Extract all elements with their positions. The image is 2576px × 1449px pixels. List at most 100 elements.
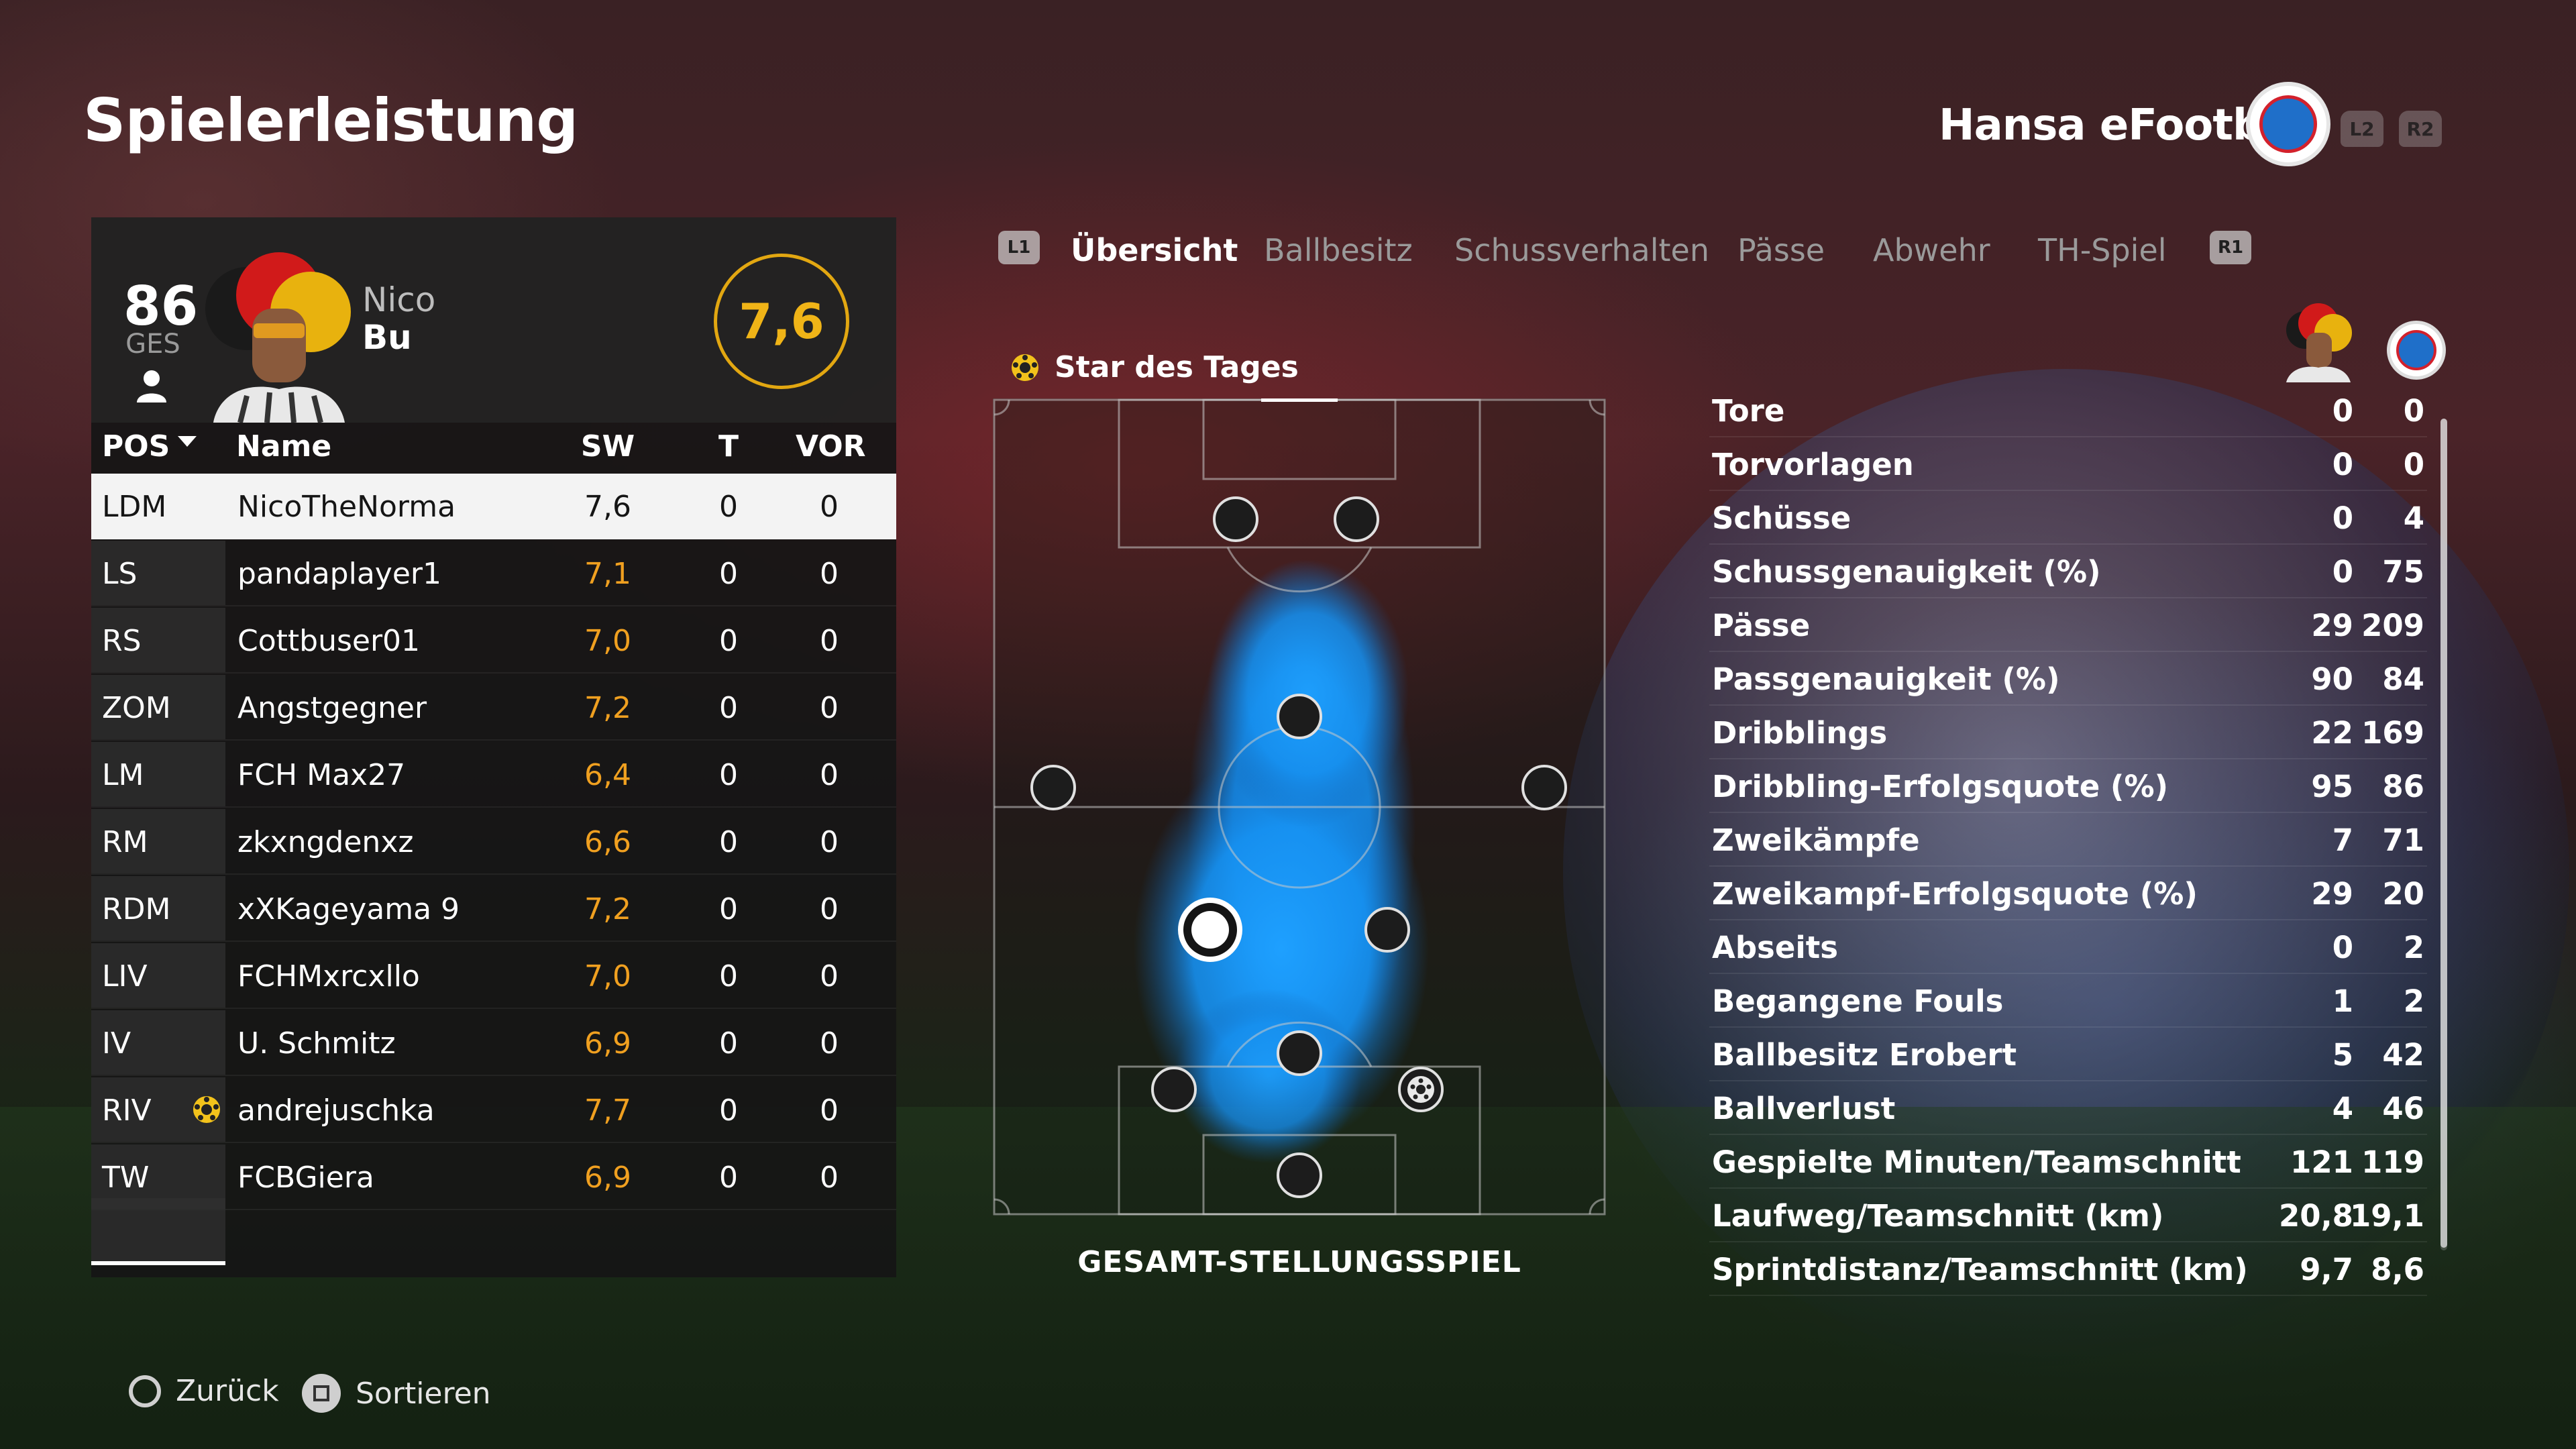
table-row[interactable]: RS Cottbuser01 7,0 0 0 xyxy=(91,608,896,674)
table-row[interactable]: LDM NicoTheNorma 7,6 0 0 xyxy=(91,474,896,539)
row-rating: 6,6 xyxy=(584,825,631,859)
l1-button[interactable]: L1 xyxy=(998,231,1040,264)
stat-label: Schüsse xyxy=(1712,500,1851,536)
positioning-heatmap xyxy=(993,398,1606,1216)
row-name: FCHMxrcxllo xyxy=(237,959,420,994)
row-name: pandaplayer1 xyxy=(237,557,441,591)
table-row[interactable]: TW FCBGiera 6,9 0 0 xyxy=(91,1144,896,1210)
row-assists: 0 xyxy=(820,1161,839,1195)
column-name[interactable]: Name xyxy=(236,429,332,464)
tab-schussverhalten[interactable]: Schussverhalten xyxy=(1454,232,1709,268)
stat-row: Ballbesitz Erobert 5 42 xyxy=(1709,1029,2427,1081)
stat-label: Zweikämpfe xyxy=(1712,822,1920,858)
row-assists: 0 xyxy=(820,1093,839,1128)
stat-label: Schussgenauigkeit (%) xyxy=(1712,554,2101,590)
stat-player-value: 0 xyxy=(2332,447,2353,482)
stats-list: Tore 0 0 Torvorlagen 0 0 Schüsse 0 4 Schussgenaui… xyxy=(1709,385,2427,1297)
row-goals: 0 xyxy=(719,691,738,725)
row-name: Cottbuser01 xyxy=(237,624,421,658)
stat-row: Schüsse 0 4 xyxy=(1709,492,2427,545)
star-of-the-match-icon xyxy=(1012,354,1038,381)
overall-label: GES xyxy=(125,329,180,360)
stat-team-value: 0 xyxy=(2403,393,2424,429)
team-crest-icon xyxy=(2387,321,2446,380)
tab-th-spiel[interactable]: TH-Spiel xyxy=(2038,232,2167,268)
player-rows: LDM NicoTheNorma 7,6 0 0 LS pandaplayer1 7,1 0 0… xyxy=(91,474,896,1212)
tab-ballbesitz[interactable]: Ballbesitz xyxy=(1264,232,1413,268)
tab-uebersicht[interactable]: Übersicht xyxy=(1071,232,1238,268)
stat-row: Torvorlagen 0 0 xyxy=(1709,439,2427,491)
stat-row: Abseits 0 2 xyxy=(1709,922,2427,974)
empty-position-cell xyxy=(91,1198,225,1261)
stats-scrollbar-thumb[interactable] xyxy=(2440,419,2447,1248)
row-position: RDM xyxy=(102,892,171,926)
table-row[interactable]: IV U. Schmitz 6,9 0 0 xyxy=(91,1010,896,1076)
circle-button-icon xyxy=(129,1375,161,1407)
stat-team-value: 209 xyxy=(2361,608,2424,643)
stat-label: Begangene Fouls xyxy=(1712,983,2004,1019)
table-row[interactable]: ZOM Angstgegner 7,2 0 0 xyxy=(91,675,896,741)
r1-button[interactable]: R1 xyxy=(2210,231,2251,264)
stat-row: Dribbling-Erfolgsquote (%) 95 86 xyxy=(1709,761,2427,813)
stat-row: Tore 0 0 xyxy=(1709,385,2427,437)
stat-player-value: 4 xyxy=(2332,1091,2353,1126)
selected-player-dot xyxy=(1191,911,1229,949)
stat-player-value: 121 xyxy=(2290,1144,2353,1180)
stat-team-value: 2 xyxy=(2403,983,2424,1019)
sort-button[interactable]: Sortieren xyxy=(302,1374,491,1413)
row-goals: 0 xyxy=(719,758,738,792)
overall-rating: 86 xyxy=(123,275,199,337)
table-row[interactable]: LM FCH Max27 6,4 0 0 xyxy=(91,742,896,808)
l2-trigger-button[interactable]: L2 xyxy=(2341,111,2383,147)
stat-row: Zweikampf-Erfolgsquote (%) 29 20 xyxy=(1709,868,2427,920)
r2-trigger-button[interactable]: R2 xyxy=(2399,111,2442,147)
sort-arrow-icon xyxy=(178,436,197,447)
row-assists: 0 xyxy=(820,959,839,994)
column-t[interactable]: T xyxy=(718,429,739,464)
stat-label: Laufweg/Teamschnitt (km) xyxy=(1712,1198,2164,1234)
stat-player-value: 29 xyxy=(2311,608,2353,643)
page-title: Spielerleistung xyxy=(83,86,578,155)
column-vor[interactable]: VOR xyxy=(796,429,866,464)
stat-label: Gespielte Minuten/Teamschnitt xyxy=(1712,1144,2241,1180)
stat-team-value: 119 xyxy=(2361,1144,2424,1180)
row-rating: 7,6 xyxy=(584,490,631,524)
row-assists: 0 xyxy=(820,892,839,926)
row-position: IV xyxy=(102,1026,131,1061)
stat-player-value: 5 xyxy=(2332,1037,2353,1073)
sort-label: Sortieren xyxy=(356,1376,491,1411)
stat-team-value: 42 xyxy=(2382,1037,2424,1073)
stat-team-value: 0 xyxy=(2403,447,2424,482)
player-avatar xyxy=(205,252,351,423)
stat-player-value: 29 xyxy=(2311,876,2353,912)
table-row[interactable]: LIV FCHMxrcxllo 7,0 0 0 xyxy=(91,943,896,1009)
stat-label: Abseits xyxy=(1712,930,1839,965)
stat-label: Passgenauigkeit (%) xyxy=(1712,661,2060,697)
column-sw[interactable]: SW xyxy=(580,429,635,464)
stat-player-value: 20,8 xyxy=(2278,1198,2353,1234)
row-goals: 0 xyxy=(719,892,738,926)
column-pos[interactable]: POS xyxy=(102,429,197,464)
table-header: POS Name SW T VOR xyxy=(91,423,896,472)
table-row[interactable]: LS pandaplayer1 7,1 0 0 xyxy=(91,541,896,606)
row-rating: 7,2 xyxy=(584,892,631,926)
stat-label: Ballverlust xyxy=(1712,1091,1896,1126)
back-button[interactable]: Zurück xyxy=(129,1374,279,1408)
selection-underline xyxy=(91,1261,225,1265)
stat-player-value: 0 xyxy=(2332,930,2353,965)
stat-player-value: 0 xyxy=(2332,500,2353,536)
person-icon xyxy=(137,370,166,402)
table-row[interactable]: RM zkxngdenxz 6,6 0 0 xyxy=(91,809,896,875)
player-avatar-small xyxy=(2286,303,2352,382)
stat-team-value: 169 xyxy=(2361,715,2424,751)
row-goals: 0 xyxy=(719,557,738,591)
row-position: RM xyxy=(102,825,148,859)
table-row[interactable]: RIV andrejuschka 7,7 0 0 xyxy=(91,1077,896,1143)
stat-player-value: 90 xyxy=(2311,661,2353,697)
table-row[interactable]: RDM xXKageyama 9 7,2 0 0 xyxy=(91,876,896,942)
tab-abwehr[interactable]: Abwehr xyxy=(1873,232,1990,268)
row-goals: 0 xyxy=(719,490,738,524)
stat-player-value: 1 xyxy=(2332,983,2353,1019)
stat-label: Torvorlagen xyxy=(1712,447,1914,482)
tab-paesse[interactable]: Pässe xyxy=(1737,232,1825,268)
